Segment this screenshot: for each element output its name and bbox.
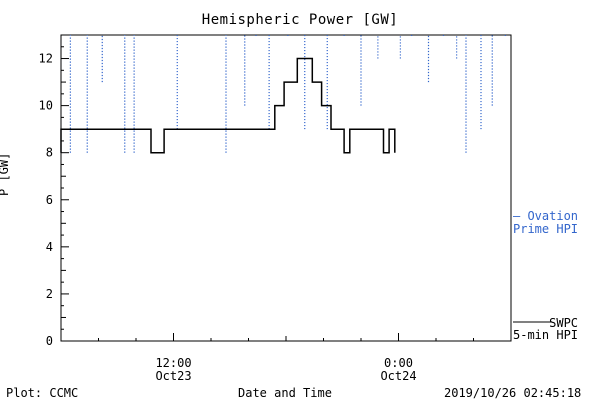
plot-timestamp: 2019/10/26 02:45:18 <box>444 386 582 400</box>
x-tick-time: 0:00 <box>384 356 413 370</box>
y-axis-label: P [GW] <box>0 152 11 196</box>
x-axis: 12:00Oct230:00Oct2412:00Oct240:00Oct2512… <box>60 333 512 383</box>
y-tick-label: 6 <box>46 193 53 207</box>
swpc-series <box>60 57 396 154</box>
legend-swpc: SWPC 5-min HPI <box>513 317 578 341</box>
plot-credit: Plot: CCMC <box>6 386 79 400</box>
legend-ovation-line1: — Ovation <box>513 209 579 223</box>
y-tick-label: 4 <box>46 240 53 254</box>
x-tick-date: Oct24 <box>380 369 416 383</box>
y-axis: 0 2 4 6 8 10 12 <box>39 34 69 348</box>
y-tick-label: 8 <box>46 146 53 160</box>
legend-ovation: — Ovation Prime HPI <box>513 210 578 236</box>
y-tick-label: 10 <box>39 99 53 113</box>
y-tick-label: 2 <box>46 287 53 301</box>
chart-title: Hemispheric Power [GW] <box>201 12 399 28</box>
legend-ovation-line2: Prime HPI <box>513 222 579 236</box>
x-axis-label: Date and Time <box>238 386 332 400</box>
swpc-line <box>60 57 396 154</box>
legend-swpc-line2: 5-min HPI <box>513 328 579 342</box>
plot-frame <box>60 34 512 342</box>
x-tick-date: Oct23 <box>155 369 191 383</box>
x-tick-time: 12:00 <box>155 356 191 370</box>
y-tick-label: 0 <box>46 334 53 348</box>
y-tick-label: 12 <box>39 52 53 66</box>
ovation-series <box>69 35 506 153</box>
legend-swpc-line1: SWPC <box>549 316 579 330</box>
